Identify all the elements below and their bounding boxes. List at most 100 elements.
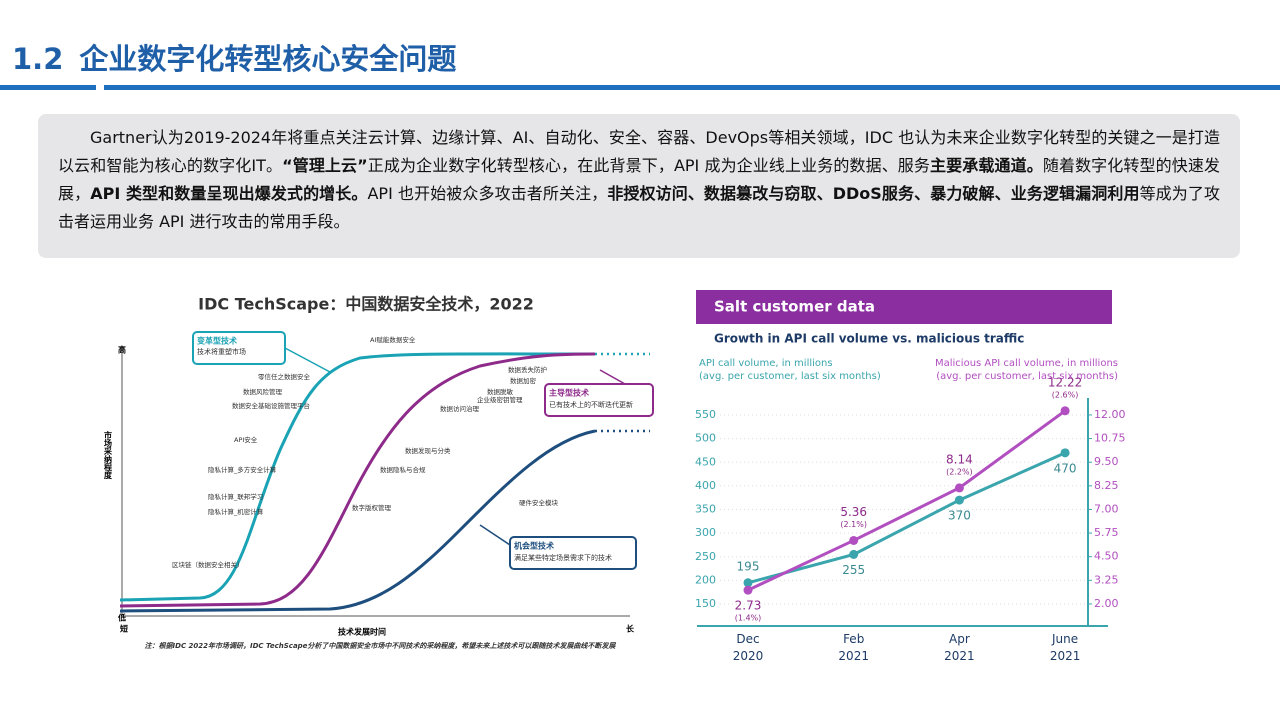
data-point — [849, 549, 859, 559]
technology-label: 隐私计算_多方安全计算 — [208, 465, 277, 474]
data-label: 8.14 — [946, 452, 973, 466]
title-band — [696, 290, 1112, 324]
y-tick-label: 350 — [695, 503, 716, 516]
rule — [0, 85, 96, 90]
share-label: (2.1%) — [840, 520, 867, 529]
x-tick-label: Apr 2021 — [944, 632, 975, 663]
share-label: (2.2%) — [946, 467, 973, 476]
technology-label: 数据访问治理 — [440, 404, 480, 413]
intro-run: 随着数字化转型的快速发展， — [58, 156, 1220, 203]
axis-low: 低 — [117, 613, 126, 623]
data-point — [1060, 406, 1070, 416]
intro-run: Gartner认为2019-2024年将重点关注云计算、边缘计算、AI、自动化、… — [58, 128, 1220, 175]
y-tick-label: 200 — [695, 573, 716, 586]
axis-short: 短 — [120, 624, 128, 634]
y-tick-label: 400 — [695, 479, 716, 492]
data-point — [743, 578, 753, 588]
curve — [119, 352, 596, 608]
data-point — [1060, 448, 1070, 458]
rule — [104, 85, 1280, 90]
y2-tick-label: 12.00 — [1094, 408, 1126, 421]
data-label: 255 — [842, 563, 865, 577]
y2-tick-label: 10.75 — [1094, 432, 1126, 445]
callout-desc: 已有技术上的不断迭代更新 — [549, 400, 633, 409]
technology-label: 数据脱敏 — [487, 387, 514, 396]
callout-name: 机会型技术 — [514, 541, 554, 551]
share-label: (1.4%) — [735, 614, 762, 623]
series-line — [747, 451, 1066, 585]
y-tick-label: 150 — [695, 597, 716, 610]
technology-label: API安全 — [234, 435, 258, 444]
data-label: 470 — [1054, 461, 1077, 475]
chart-title: Salt customer data — [714, 298, 875, 316]
intro-box: Gartner认为2019-2024年将重点关注云计算、边缘计算、AI、自动化、… — [38, 114, 1240, 258]
axis-high: 高 — [118, 345, 126, 355]
technology-label: 数据丢失防护 — [508, 365, 547, 374]
y2-tick-label: 8.25 — [1094, 479, 1119, 492]
callout-desc: 技术将重塑市场 — [197, 347, 246, 356]
x-tick-label: Feb 2021 — [838, 632, 869, 663]
y2-tick-label: 3.25 — [1094, 573, 1119, 586]
callout — [509, 536, 637, 570]
intro-run: 正成为企业数字化转型核心，在此背景下，API 成为企业线上业务的数据、服务 — [367, 156, 931, 175]
y-axis-title: (avg. per customer, last six months) — [699, 371, 881, 382]
callout-pointer — [479, 524, 511, 546]
chart-subtitle: Growth in API call volume vs. malicious … — [714, 332, 1024, 346]
technology-label: 企业级密钥管理 — [477, 395, 523, 404]
y-tick-label: 500 — [695, 432, 716, 445]
axis-long: 长 — [626, 624, 635, 634]
footnote: 注：根据IDC 2022年市场调研，IDC TechScape分析了中国数据安全… — [145, 641, 617, 650]
y2-tick-label: 2.00 — [1094, 597, 1119, 610]
y-tick-label: 300 — [695, 526, 716, 539]
technology-label: 数据安全基础设施管理平台 — [232, 401, 310, 410]
curve — [119, 429, 596, 613]
y2-axis-title: Malicious API call volume, in millions — [935, 358, 1118, 369]
header: 1.2 企业数字化转型核心安全问题 — [12, 36, 472, 78]
data-point — [849, 535, 859, 545]
technology-label: 隐私计算_机密计算 — [208, 507, 264, 516]
y2-axis-title: (avg. per customer, last six months) — [936, 371, 1118, 382]
x-axis-title: 技术发展时间 — [338, 627, 386, 637]
data-point — [954, 495, 964, 505]
callout-name: 变革型技术 — [197, 336, 237, 346]
technology-label: 区块链（数据安全相关） — [172, 560, 244, 569]
x-tick-label: June 2021 — [1050, 632, 1081, 663]
technology-label: 数据隐私与合规 — [380, 465, 426, 474]
x-tick-label: Dec 2020 — [733, 632, 764, 663]
data-point — [743, 585, 753, 595]
y-axis-title: 市场采纳程度 — [103, 430, 113, 480]
series-line — [747, 409, 1066, 592]
technology-label: 数字版权管理 — [352, 503, 392, 512]
share-label: (2.6%) — [1052, 390, 1079, 399]
technology-label: 数据风险管理 — [243, 387, 283, 396]
technology-label: AI赋能数据安全 — [370, 335, 416, 344]
intro-run: 主要承载通道。 — [930, 156, 1043, 175]
data-label: 2.73 — [735, 599, 762, 613]
y2-tick-label: 4.50 — [1094, 550, 1119, 563]
technology-label: 零信任之数据安全 — [258, 372, 311, 381]
technology-label: 数据加密 — [510, 376, 537, 385]
y2-tick-label: 5.75 — [1094, 526, 1119, 539]
y-tick-label: 450 — [695, 455, 716, 468]
callout — [544, 383, 654, 417]
callout-pointer — [599, 369, 626, 385]
section-number: 1.2 — [12, 42, 64, 76]
technology-label: 隐私计算_联邦学习 — [208, 492, 263, 501]
diagram-title: IDC TechScape：中国数据安全技术，2022 — [198, 295, 534, 314]
data-point — [954, 483, 964, 493]
y2-tick-label: 7.00 — [1094, 502, 1119, 515]
data-label: 370 — [948, 509, 971, 523]
y-tick-label: 250 — [695, 550, 716, 563]
callout-name: 主导型技术 — [549, 388, 589, 398]
intro-run: “管理上云” — [282, 156, 368, 175]
y2-tick-label: 9.50 — [1094, 455, 1119, 468]
y-axis-title: API call volume, in millions — [699, 358, 833, 369]
data-label: 195 — [737, 559, 760, 573]
y-tick-label: 550 — [695, 408, 716, 421]
intro-run: API 也开始被众多攻击者所关注， — [367, 184, 608, 203]
intro-run: 等成为了攻击者运用业务 API 进行攻击的常用手段。 — [58, 184, 1220, 231]
section-title: 企业数字化转型核心安全问题 — [79, 42, 457, 76]
callout-desc: 满足某些特定场景需求下的技术 — [514, 553, 612, 562]
